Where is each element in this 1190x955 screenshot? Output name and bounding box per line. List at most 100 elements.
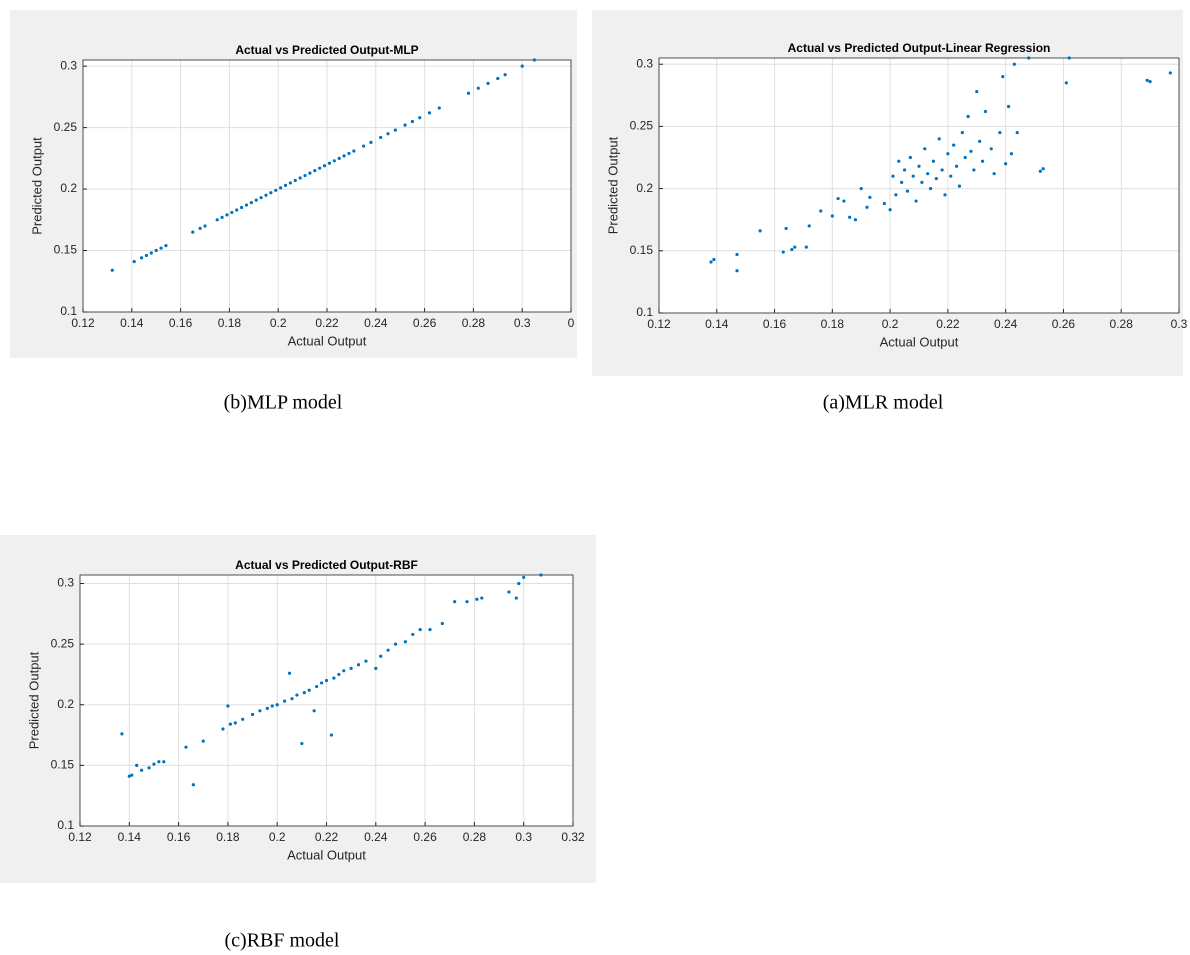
y-axis-label: Predicted Output: [605, 136, 620, 234]
point: [159, 246, 163, 250]
point: [804, 245, 808, 249]
point: [379, 654, 383, 658]
point: [891, 174, 895, 178]
y-tick-label: 0.15: [51, 758, 75, 772]
point: [735, 269, 739, 273]
point: [220, 215, 224, 219]
point: [830, 214, 834, 218]
point: [233, 721, 237, 725]
point: [908, 155, 912, 160]
point: [902, 168, 907, 172]
point: [894, 193, 898, 197]
point: [322, 164, 327, 168]
point: [324, 678, 329, 683]
point: [198, 226, 202, 231]
point: [735, 252, 739, 257]
y-tick-label: 0.2: [57, 697, 74, 711]
x-tick-label: 0.26: [413, 830, 437, 844]
point: [352, 149, 356, 153]
point: [332, 159, 336, 163]
point: [466, 91, 471, 95]
caption: (a)MLR model: [823, 392, 944, 414]
point: [164, 244, 168, 248]
point: [147, 766, 151, 770]
caption: (b)MLP model: [224, 392, 343, 414]
point: [943, 193, 947, 197]
point: [139, 256, 144, 260]
point: [275, 703, 279, 707]
axes-box: [79, 574, 574, 827]
x-tick-label: 0.28: [462, 316, 486, 330]
y-tick-label: 0.25: [51, 636, 75, 650]
point: [465, 600, 469, 604]
point: [905, 189, 910, 193]
point: [201, 739, 205, 743]
point: [342, 669, 346, 673]
point: [522, 575, 526, 580]
axes-box: [82, 59, 572, 313]
y-tick-label: 0.1: [636, 305, 653, 319]
point: [972, 168, 976, 172]
point: [307, 688, 311, 692]
point: [327, 161, 332, 165]
point: [853, 218, 858, 222]
point: [184, 745, 188, 749]
point: [934, 177, 938, 181]
point: [418, 627, 422, 632]
point: [998, 131, 1002, 135]
point: [911, 174, 915, 178]
point: [940, 168, 944, 172]
point: [897, 159, 901, 163]
point: [437, 106, 441, 110]
point: [539, 573, 543, 577]
point: [127, 774, 131, 778]
point: [364, 659, 368, 663]
point: [349, 666, 353, 670]
point: [287, 671, 292, 675]
point: [914, 199, 918, 203]
point: [992, 172, 996, 176]
point: [225, 213, 229, 217]
y-tick-label: 0.3: [57, 576, 74, 590]
point: [917, 164, 921, 168]
y-axis-label: Predicted Output: [29, 137, 44, 235]
point: [130, 773, 134, 777]
axes-box: [658, 57, 1180, 314]
point: [270, 704, 274, 708]
point: [386, 132, 390, 136]
x-tick-label: 0.26: [413, 316, 437, 330]
point: [315, 684, 319, 689]
point: [784, 226, 788, 231]
point: [865, 205, 869, 209]
point: [411, 632, 415, 637]
point: [235, 208, 239, 212]
point: [356, 663, 361, 667]
point: [152, 762, 156, 766]
point: [332, 676, 336, 680]
x-tick-label: 0.32: [561, 830, 585, 844]
point: [240, 205, 244, 210]
point: [859, 187, 863, 191]
point: [486, 81, 490, 85]
x-tick-label: 0.24: [364, 316, 388, 330]
point: [249, 200, 253, 205]
point: [279, 186, 283, 190]
point: [1168, 71, 1172, 75]
point: [1012, 62, 1016, 66]
point: [476, 86, 480, 90]
x-tick-label: 0.18: [216, 830, 240, 844]
point: [790, 247, 794, 252]
point: [882, 201, 886, 206]
x-tick-label: 0.22: [936, 317, 960, 331]
x-tick-label: 0: [568, 316, 575, 330]
point: [957, 184, 962, 188]
point: [966, 114, 970, 119]
chart-title: Actual vs Predicted Output-Linear Regres…: [788, 41, 1051, 55]
point: [230, 210, 234, 215]
x-tick-label: 0.22: [315, 316, 339, 330]
y-tick-label: 0.25: [54, 120, 78, 134]
point: [952, 143, 956, 147]
point: [379, 135, 383, 140]
point: [496, 76, 500, 81]
